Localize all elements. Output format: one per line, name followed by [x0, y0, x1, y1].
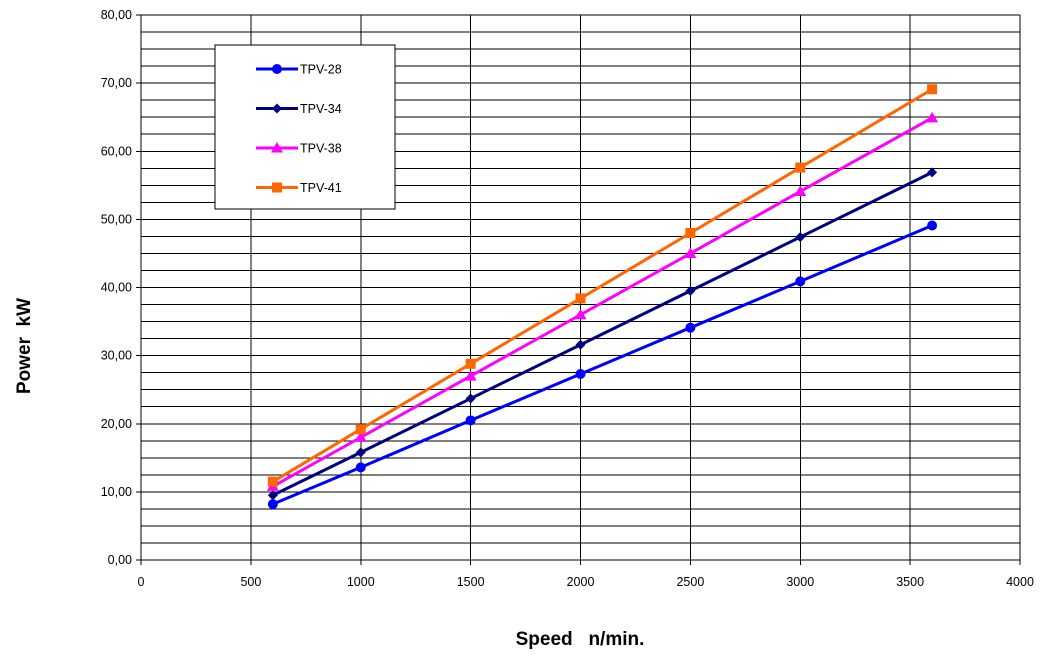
data-point-tpv-34	[267, 490, 278, 501]
legend: TPV-28 TPV-34 TPV-38 TPV-41	[214, 44, 396, 210]
data-point-tpv-41	[685, 228, 696, 238]
x-axis-title: Speed n/min.	[516, 629, 645, 650]
legend-entry-tpv-28: TPV-28	[256, 63, 342, 77]
data-point-tpv-34	[465, 393, 476, 404]
y-tick-label: 50,00	[101, 212, 132, 226]
series-tpv-34	[267, 167, 938, 501]
y-tick-label: 60,00	[101, 144, 132, 158]
data-point-tpv-28	[575, 369, 586, 380]
data-point-tpv-28	[685, 322, 696, 333]
x-tick-label: 1000	[347, 575, 375, 589]
data-point-tpv-41	[575, 293, 586, 304]
legend-swatch-marker	[272, 182, 282, 193]
x-tick-label: 3000	[786, 575, 814, 589]
y-tick-label: 0,00	[108, 553, 132, 567]
y-axis-title: Power kW	[14, 298, 35, 394]
data-point-tpv-28	[795, 276, 806, 287]
x-tick-label: 500	[240, 575, 261, 589]
x-tick-label: 4000	[1006, 575, 1034, 589]
legend-entry-tpv-41: TPV-41	[256, 181, 342, 195]
x-tick-label: 2000	[567, 575, 595, 589]
data-point-tpv-34	[927, 167, 938, 178]
data-point-tpv-38	[354, 431, 367, 442]
data-point-tpv-41	[267, 476, 278, 487]
legend-entry-tpv-34: TPV-34	[256, 102, 342, 116]
series-line-tpv-34	[272, 171, 933, 497]
y-tick-label: 20,00	[101, 417, 132, 431]
y-tick-label: 80,00	[101, 8, 132, 22]
data-point-tpv-28	[267, 499, 278, 510]
data-point-tpv-28	[355, 462, 366, 473]
legend-swatch-marker	[272, 103, 282, 114]
legend-label: TPV-34	[300, 102, 342, 116]
series-tpv-28	[267, 220, 938, 510]
legend-label: TPV-41	[300, 181, 342, 195]
data-point-tpv-34	[795, 232, 806, 243]
legend-swatch-marker	[271, 142, 283, 153]
series-lines	[266, 84, 939, 510]
x-tick-label: 0	[138, 575, 145, 589]
data-point-tpv-38	[794, 185, 807, 196]
legend-swatch-marker	[272, 64, 282, 74]
y-tick-label: 70,00	[101, 76, 132, 90]
y-tick-label: 30,00	[101, 349, 132, 363]
data-point-tpv-41	[927, 84, 938, 95]
data-point-tpv-38	[926, 111, 939, 123]
y-tick-label: 10,00	[101, 485, 132, 499]
series-line-tpv-28	[272, 224, 933, 506]
data-point-tpv-38	[464, 370, 477, 381]
data-point-tpv-34	[685, 285, 696, 296]
series-tpv-38	[266, 111, 939, 491]
data-point-tpv-34	[355, 447, 366, 458]
data-point-tpv-38	[684, 247, 697, 258]
legend-label: TPV-28	[300, 63, 342, 77]
data-point-tpv-28	[465, 415, 476, 426]
x-tick-label: 3500	[896, 575, 924, 589]
series-tpv-41	[267, 84, 938, 487]
data-point-tpv-41	[795, 162, 806, 173]
y-tick-label: 40,00	[101, 281, 132, 295]
legend-box	[214, 44, 396, 210]
data-point-tpv-34	[575, 339, 586, 350]
data-point-tpv-41	[355, 424, 366, 435]
x-tick-label: 2500	[676, 575, 704, 589]
axes	[136, 14, 1021, 565]
data-point-tpv-28	[927, 220, 938, 231]
legend-entry-tpv-38: TPV-38	[256, 142, 342, 156]
grid-lines	[141, 14, 1021, 560]
legend-label: TPV-38	[300, 142, 342, 156]
data-point-tpv-41	[465, 358, 476, 369]
tick-labels: 0,00 10,00 20,00 30,00 40,00 50,00 60,00 70,00 8…	[101, 8, 1034, 589]
x-tick-label: 1500	[457, 575, 485, 589]
data-point-tpv-38	[574, 308, 587, 320]
